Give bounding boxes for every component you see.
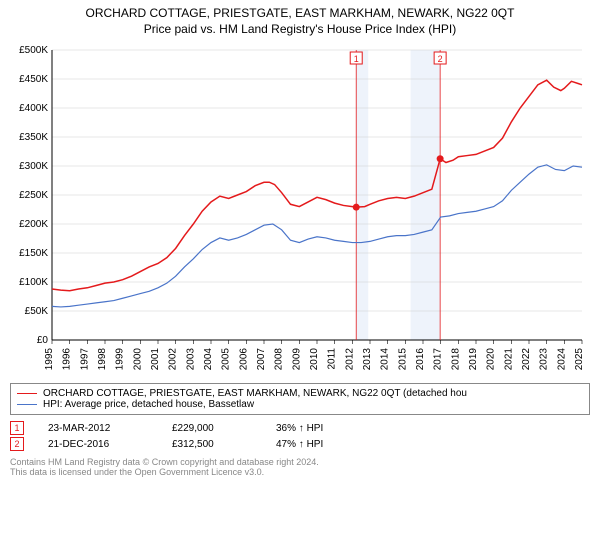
svg-text:2000: 2000	[132, 348, 143, 371]
svg-text:2004: 2004	[203, 348, 214, 371]
svg-text:1999: 1999	[115, 348, 126, 371]
sale-price: £312,500	[172, 439, 252, 450]
svg-text:1995: 1995	[44, 348, 55, 371]
svg-text:2005: 2005	[221, 348, 232, 371]
legend-label: ORCHARD COTTAGE, PRIESTGATE, EAST MARKHA…	[43, 388, 467, 399]
svg-text:£200K: £200K	[19, 219, 48, 230]
svg-text:2006: 2006	[238, 348, 249, 371]
sale-marker-icon: 1	[10, 421, 24, 435]
svg-text:2008: 2008	[274, 348, 285, 371]
sale-date: 21-DEC-2016	[48, 439, 148, 450]
svg-text:£300K: £300K	[19, 161, 48, 172]
svg-text:2002: 2002	[168, 348, 179, 371]
svg-text:2022: 2022	[521, 348, 532, 371]
legend: ORCHARD COTTAGE, PRIESTGATE, EAST MARKHA…	[10, 383, 590, 415]
svg-text:2020: 2020	[486, 348, 497, 371]
svg-text:£350K: £350K	[19, 132, 48, 143]
svg-text:2025: 2025	[574, 348, 585, 371]
svg-text:1998: 1998	[97, 348, 108, 371]
footer: Contains HM Land Registry data © Crown c…	[10, 457, 590, 477]
svg-text:2021: 2021	[503, 348, 514, 371]
svg-text:£500K: £500K	[19, 45, 48, 56]
sales-table: 1 23-MAR-2012 £229,000 36% ↑ HPI 2 21-DE…	[10, 421, 590, 451]
svg-text:2009: 2009	[291, 348, 302, 371]
price-chart: £0 £50K £100K £150K £200K £250K £300K £350K £400…	[10, 42, 590, 377]
sale-marker-icon: 2	[10, 437, 24, 451]
sales-row: 1 23-MAR-2012 £229,000 36% ↑ HPI	[10, 421, 590, 435]
legend-swatch	[17, 404, 37, 405]
svg-text:2010: 2010	[309, 348, 320, 371]
legend-row: ORCHARD COTTAGE, PRIESTGATE, EAST MARKHA…	[17, 388, 583, 399]
footer-line: This data is licensed under the Open Gov…	[10, 467, 590, 477]
sale-marker-number: 2	[14, 439, 19, 449]
svg-text:£0: £0	[37, 335, 49, 346]
legend-label: HPI: Average price, detached house, Bass…	[43, 399, 254, 410]
svg-text:£100K: £100K	[19, 277, 48, 288]
sale-delta: 36% ↑ HPI	[276, 423, 323, 434]
svg-text:2011: 2011	[327, 348, 338, 370]
svg-text:2012: 2012	[344, 348, 355, 371]
svg-text:2001: 2001	[150, 348, 161, 371]
svg-text:£150K: £150K	[19, 248, 48, 259]
svg-text:£450K: £450K	[19, 74, 48, 85]
svg-text:£50K: £50K	[25, 306, 49, 317]
chart-svg: £0 £50K £100K £150K £200K £250K £300K £350K £400…	[10, 42, 590, 372]
footer-line: Contains HM Land Registry data © Crown c…	[10, 457, 590, 467]
sale-price: £229,000	[172, 423, 252, 434]
svg-text:1: 1	[354, 54, 359, 64]
svg-text:2017: 2017	[433, 348, 444, 371]
legend-swatch	[17, 393, 37, 394]
svg-text:£250K: £250K	[19, 190, 48, 201]
svg-text:2015: 2015	[397, 348, 408, 371]
svg-text:2023: 2023	[539, 348, 550, 371]
svg-text:2019: 2019	[468, 348, 479, 371]
svg-text:1997: 1997	[79, 348, 90, 371]
sale-date: 23-MAR-2012	[48, 423, 148, 434]
svg-text:2018: 2018	[450, 348, 461, 371]
svg-text:2007: 2007	[256, 348, 267, 371]
svg-text:2013: 2013	[362, 348, 373, 371]
sale-delta: 47% ↑ HPI	[276, 439, 323, 450]
sales-row: 2 21-DEC-2016 £312,500 47% ↑ HPI	[10, 437, 590, 451]
page-title: ORCHARD COTTAGE, PRIESTGATE, EAST MARKHA…	[10, 6, 590, 20]
svg-text:2: 2	[438, 54, 443, 64]
sale-marker-number: 1	[14, 423, 19, 433]
svg-text:2014: 2014	[380, 348, 391, 371]
legend-row: HPI: Average price, detached house, Bass…	[17, 399, 583, 410]
svg-text:£400K: £400K	[19, 103, 48, 114]
svg-text:2016: 2016	[415, 348, 426, 371]
page-subtitle: Price paid vs. HM Land Registry's House …	[10, 22, 590, 36]
svg-text:1996: 1996	[62, 348, 73, 371]
svg-text:2003: 2003	[185, 348, 196, 371]
svg-text:2024: 2024	[556, 348, 567, 371]
